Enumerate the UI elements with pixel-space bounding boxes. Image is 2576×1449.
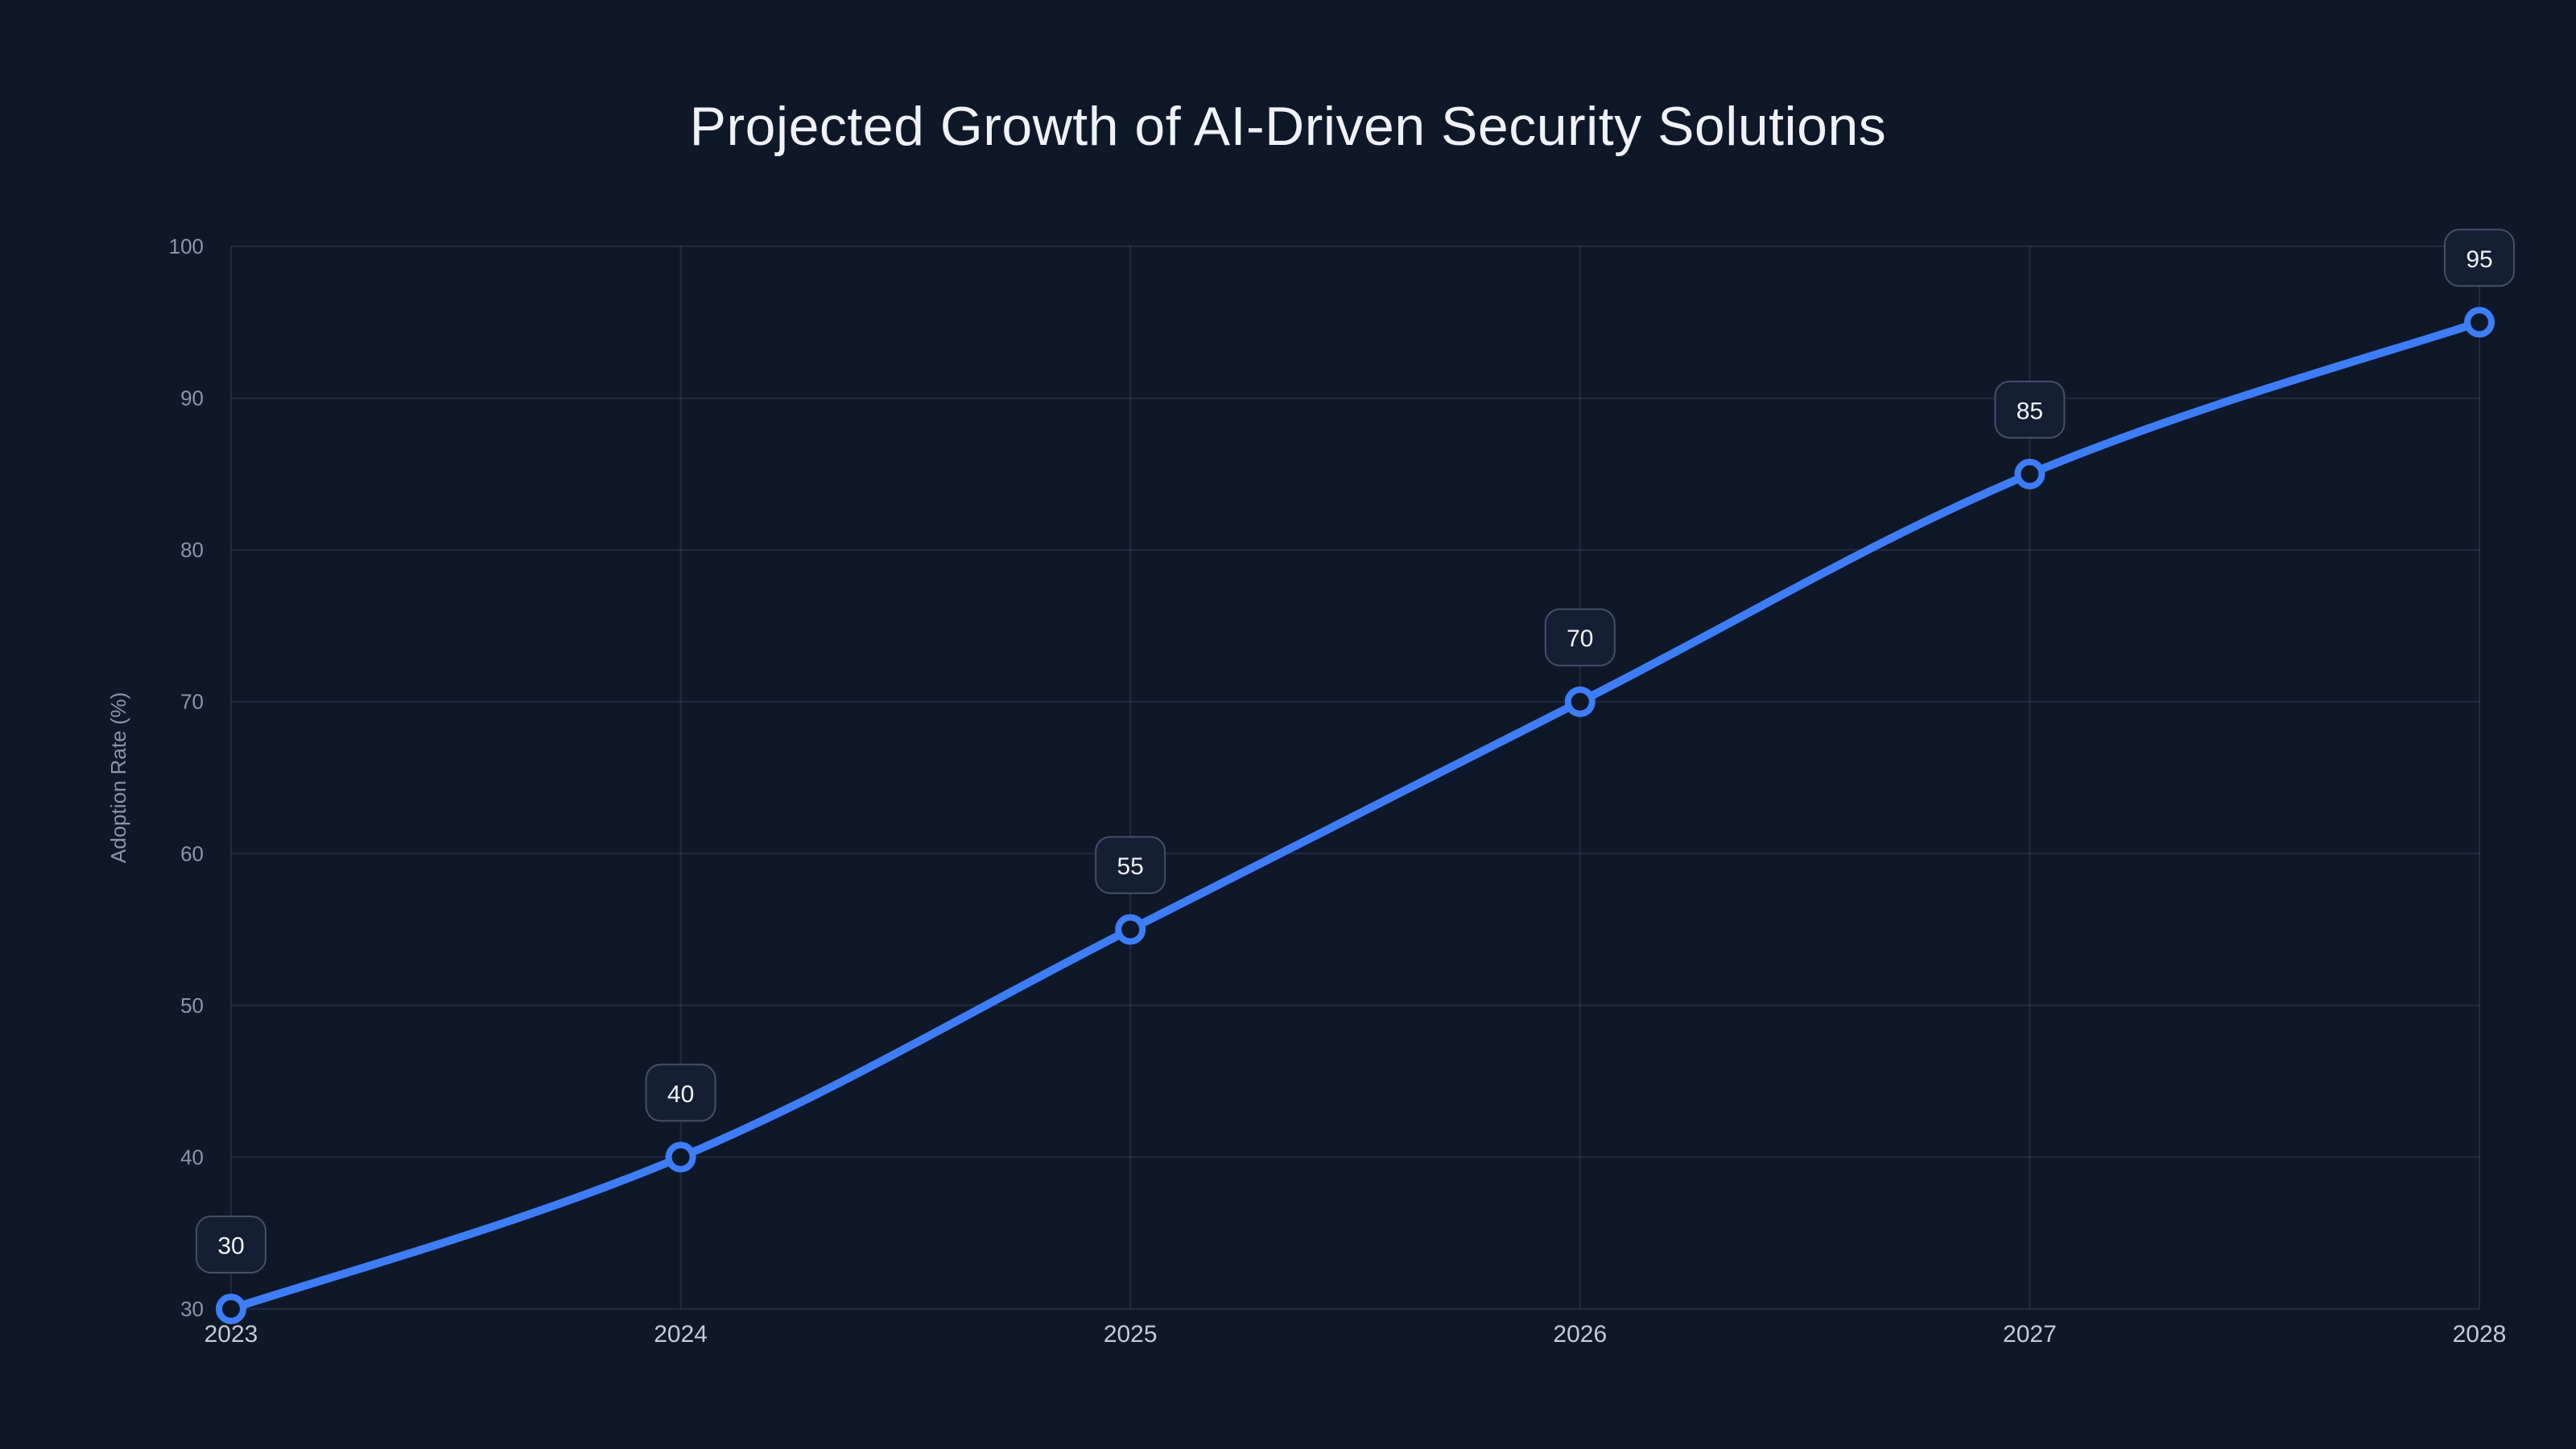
y-tick-label: 40 (180, 1145, 204, 1169)
x-tick-label: 2025 (1104, 1321, 1158, 1348)
data-point-marker[interactable] (1115, 914, 1146, 945)
y-tick-label: 70 (180, 690, 204, 714)
badge-background (1095, 836, 1166, 894)
badge-background (196, 1216, 266, 1274)
x-tick-label: 2026 (1553, 1321, 1607, 1348)
point-label-badge: 85 (1994, 380, 2066, 439)
y-tick-label: 90 (180, 386, 204, 411)
badge-background (645, 1063, 716, 1122)
x-tick-label: 2027 (2003, 1321, 2057, 1348)
badge-value-label: 55 (1117, 853, 1144, 880)
data-point-marker[interactable] (2464, 307, 2495, 338)
chart-title: Projected Growth of AI-Driven Security S… (689, 96, 1887, 157)
point-label-badge: 95 (2444, 229, 2515, 287)
point-label-badge: 55 (1095, 836, 1166, 894)
data-point-marker[interactable] (2014, 458, 2046, 489)
x-tick-label: 2024 (654, 1321, 708, 1348)
series-line (227, 318, 2483, 1313)
y-tick-label: 100 (169, 234, 204, 258)
y-axis-tick-labels: 30 40 50 60 70 80 90 100 (169, 234, 204, 1321)
data-point-marker[interactable] (216, 1294, 246, 1324)
badge-background (2444, 229, 2515, 287)
data-point-marker[interactable] (665, 1141, 696, 1173)
point-label-badges: 30 40 55 70 85 95 (196, 229, 2515, 1274)
data-points (216, 307, 2495, 1324)
x-tick-label: 2028 (2453, 1321, 2507, 1348)
point-label-badge: 70 (1544, 608, 1616, 667)
badge-value-label: 95 (2466, 246, 2492, 273)
badge-background (1994, 380, 2066, 439)
y-tick-label: 60 (180, 841, 204, 865)
x-axis-tick-labels: 2023 2024 2025 2026 2027 2028 (204, 1321, 2507, 1348)
badge-value-label: 85 (2017, 398, 2043, 424)
badge-background (1544, 608, 1616, 667)
y-tick-label: 50 (180, 993, 204, 1018)
y-tick-label: 30 (180, 1297, 204, 1321)
badge-value-label: 40 (667, 1081, 694, 1108)
data-point-marker[interactable] (1564, 686, 1596, 717)
x-tick-label: 2023 (204, 1321, 258, 1348)
point-label-badge: 40 (645, 1063, 716, 1122)
badge-value-label: 70 (1567, 625, 1593, 652)
gridlines (230, 246, 2480, 1310)
badge-value-label: 30 (217, 1233, 244, 1260)
y-axis-title: Adoption Rate (%) (106, 692, 130, 863)
point-label-badge: 30 (196, 1216, 266, 1274)
y-tick-label: 80 (180, 538, 204, 562)
